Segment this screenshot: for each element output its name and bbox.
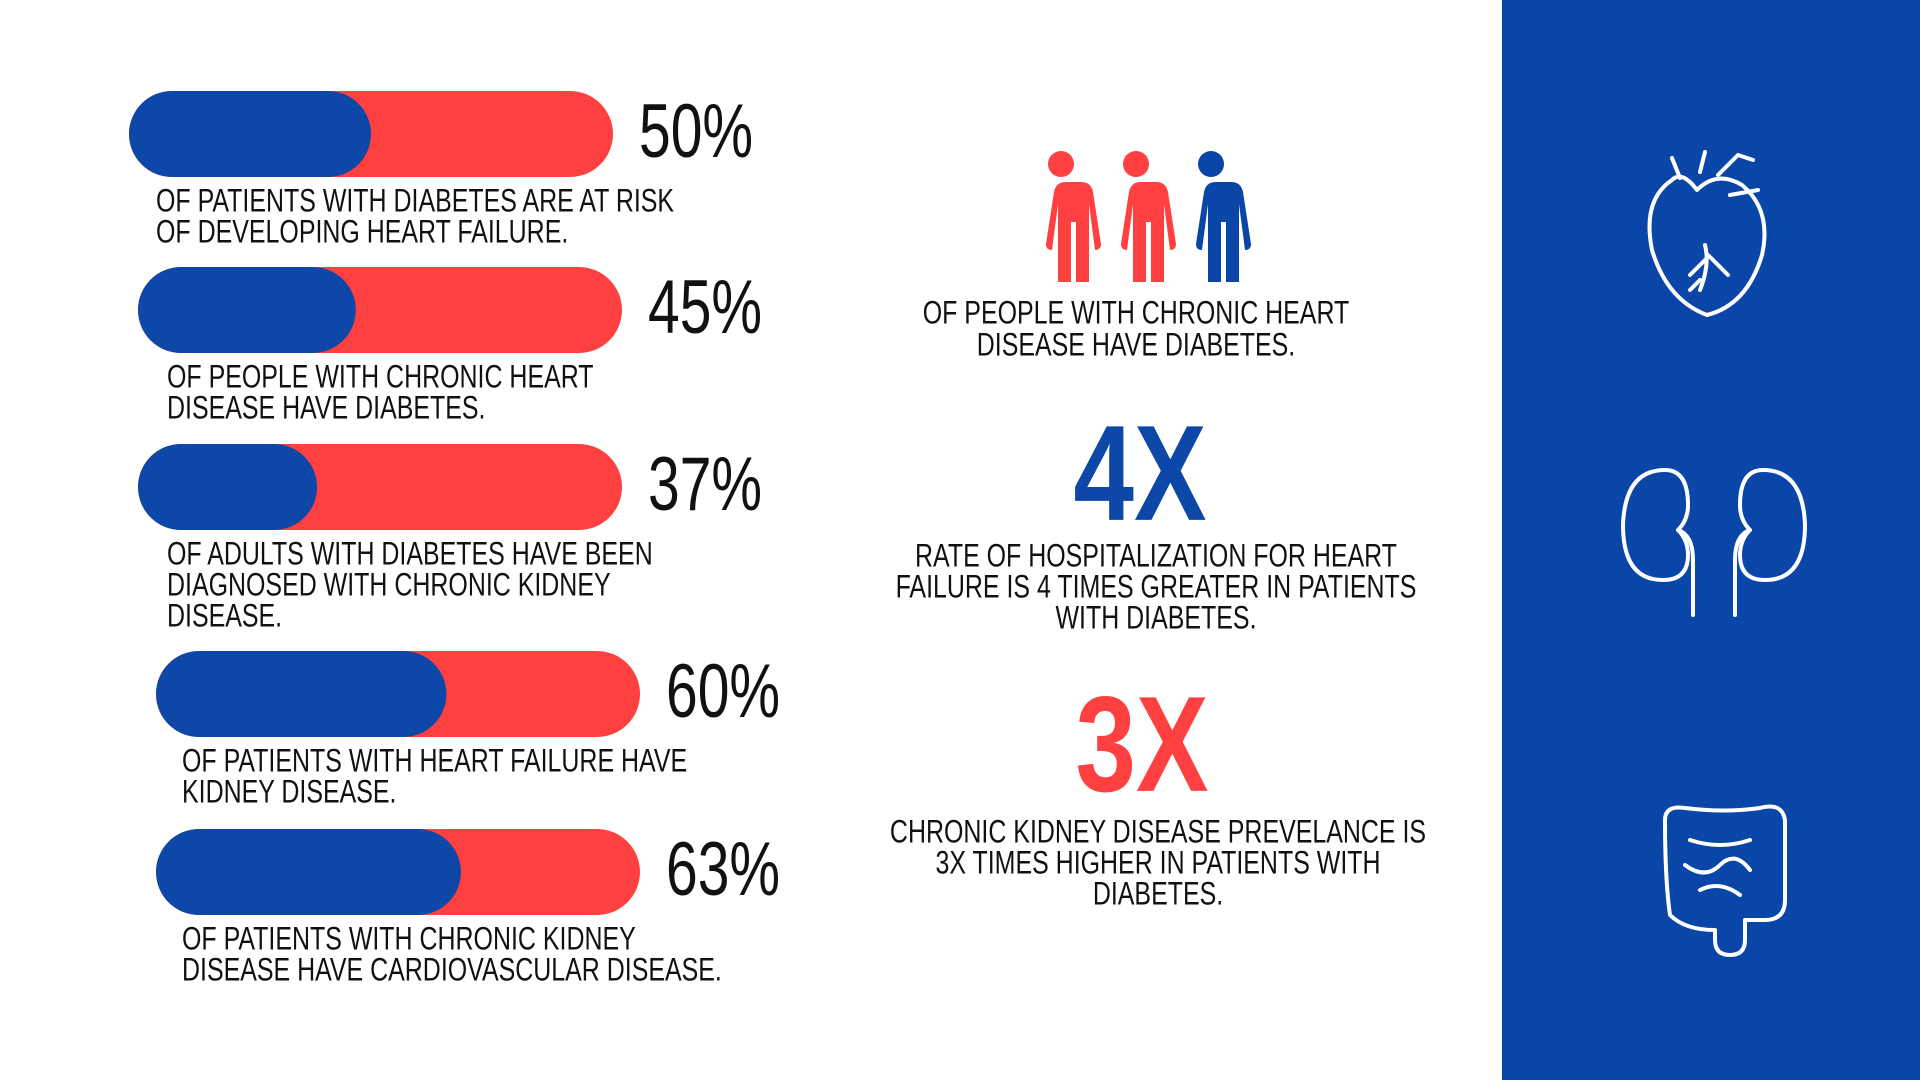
stat-caption: FAILURE IS 4 TIMES GREATER IN PATIENTS <box>896 570 1417 606</box>
bar-caption: OF PATIENTS WITH CHRONIC KIDNEY <box>182 922 636 958</box>
bar-caption: OF PEOPLE WITH CHRONIC HEART <box>167 360 594 396</box>
bar-caption: DISEASE HAVE DIABETES. <box>167 391 485 427</box>
bar-fill <box>138 267 356 353</box>
bar-value-label: 37% <box>648 442 762 527</box>
bar-caption: DISEASE HAVE CARDIOVASCULAR DISEASE. <box>182 953 722 989</box>
bar-value-label: 50% <box>639 89 753 174</box>
stat-caption: WITH DIABETES. <box>1055 601 1256 637</box>
bar-fill <box>138 444 318 530</box>
stat-figure: 3X <box>1075 669 1208 820</box>
bar-fill <box>156 829 461 915</box>
bar-value-label: 63% <box>666 827 780 912</box>
bar-caption: OF DEVELOPING HEART FAILURE. <box>156 215 568 251</box>
bar-caption: OF PATIENTS WITH DIABETES ARE AT RISK <box>156 184 674 220</box>
bar-caption: OF PATIENTS WITH HEART FAILURE HAVE <box>182 744 687 780</box>
bar-fill <box>156 651 447 737</box>
bar-caption: DISEASE. <box>167 599 282 635</box>
bar-caption: DIAGNOSED WITH CHRONIC KIDNEY <box>167 568 611 604</box>
bar-fill <box>129 91 371 177</box>
bar-value-label: 45% <box>648 265 762 350</box>
people-caption: OF PEOPLE WITH CHRONIC HEART <box>923 296 1350 332</box>
bar-value-label: 60% <box>666 649 780 734</box>
bar-caption: KIDNEY DISEASE. <box>182 775 396 811</box>
bar-caption: OF ADULTS WITH DIABETES HAVE BEEN <box>167 537 653 573</box>
stat-caption: 3X TIMES HIGHER IN PATIENTS WITH <box>935 846 1380 882</box>
stat-figure: 4X <box>1073 398 1206 549</box>
stat-caption: RATE OF HOSPITALIZATION FOR HEART <box>915 539 1397 575</box>
stat-caption: CHRONIC KIDNEY DISEASE PREVELANCE IS <box>890 815 1426 851</box>
side-panel <box>1502 0 1920 1080</box>
kidneys-icon <box>1621 468 1807 617</box>
intestines-icon <box>1663 804 1787 957</box>
people-caption: DISEASE HAVE DIABETES. <box>977 328 1295 364</box>
heart-icon <box>1647 150 1767 317</box>
people-icon <box>1041 151 1251 282</box>
stat-caption: DIABETES. <box>1093 877 1223 913</box>
